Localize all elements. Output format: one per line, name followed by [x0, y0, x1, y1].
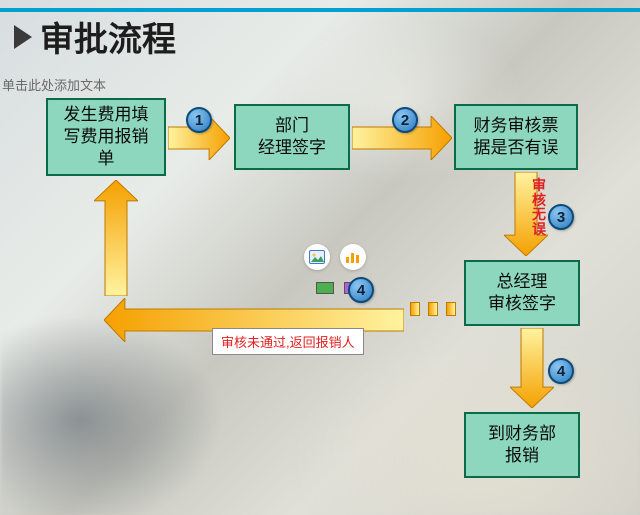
- node-dept-manager-sign: 部门 经理签字: [234, 104, 350, 170]
- dashed-connector: [410, 302, 456, 316]
- edge-label-rejected: 审核未通过,返回报销人: [212, 328, 364, 355]
- insert-chart-button[interactable]: [340, 244, 366, 270]
- placeholder-insert-tray: [304, 244, 366, 270]
- node-gm-approve: 总经理 审核签字: [464, 260, 580, 326]
- flow-canvas: 发生费用填 写费用报销 单 部门 经理签字 财务审核票 据是否有误 总经理 审核…: [0, 0, 640, 515]
- step-badge-2: 2: [392, 107, 418, 133]
- chart-icon: [345, 250, 361, 264]
- image-icon: [309, 250, 325, 264]
- edge-label-verified-ok: 审核无误: [532, 178, 546, 237]
- node-finance-verify: 财务审核票 据是否有误: [454, 104, 578, 170]
- arrow-return-up: [94, 180, 138, 296]
- step-badge-4b: 4: [548, 358, 574, 384]
- node-finance-reimburse: 到财务部 报销: [464, 412, 580, 478]
- step-badge-4a: 4: [348, 277, 374, 303]
- step-badge-3: 3: [548, 204, 574, 230]
- node-fill-expense-form: 发生费用填 写费用报销 单: [46, 98, 166, 176]
- step-badge-1: 1: [186, 107, 212, 133]
- tiny-node-green: [316, 282, 334, 294]
- insert-image-button[interactable]: [304, 244, 330, 270]
